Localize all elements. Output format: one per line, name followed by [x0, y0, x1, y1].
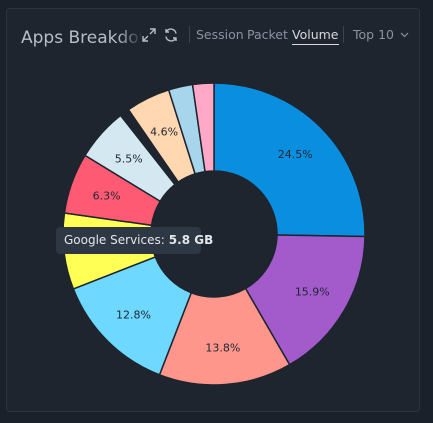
- chart-tooltip: Google Services: 5.8 GB: [56, 227, 213, 254]
- slice-percent-label: 24.5%: [278, 148, 313, 161]
- slice-percent-label: 6.3%: [93, 190, 121, 203]
- header-divider: [343, 26, 344, 43]
- title-fade: [117, 23, 143, 51]
- refresh-icon[interactable]: [163, 27, 179, 43]
- tab-session[interactable]: Session: [196, 27, 244, 42]
- tooltip-value: 5.8 GB: [168, 233, 214, 247]
- slice-percent-label: 13.8%: [205, 342, 240, 355]
- tab-volume[interactable]: Volume: [292, 26, 339, 45]
- donut-slice[interactable]: [244, 234, 366, 366]
- slice-percent-label: 12.8%: [116, 309, 151, 322]
- header-divider: [189, 26, 190, 43]
- tab-packet[interactable]: Packet: [247, 27, 288, 42]
- slice-percent-label: 4.6%: [150, 126, 178, 139]
- slice-percent-label: 5.5%: [115, 152, 143, 165]
- card-title: Apps Breakdown: [21, 28, 141, 48]
- tooltip-label: Google Services:: [64, 233, 165, 247]
- donut-slice[interactable]: [158, 287, 291, 386]
- card-header: Apps Breakdown Session Packet Volume Top…: [7, 9, 419, 59]
- donut-slice[interactable]: [72, 255, 193, 376]
- chevron-down-icon[interactable]: [400, 30, 409, 39]
- donut-slice[interactable]: [213, 82, 366, 238]
- donut-slice[interactable]: [191, 82, 215, 173]
- top-n-select[interactable]: Top 10: [353, 27, 394, 42]
- slice-percent-label: 15.9%: [295, 286, 330, 299]
- expand-icon[interactable]: [141, 27, 157, 43]
